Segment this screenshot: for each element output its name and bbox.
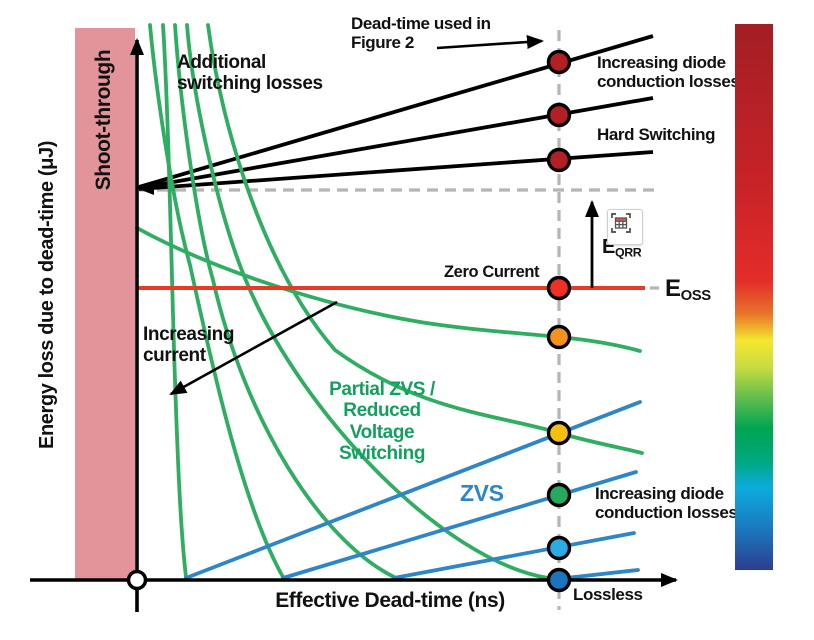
green-curve-2: [148, 23, 285, 579]
zvs-line-3: [392, 531, 636, 580]
green-curve-5: [206, 23, 644, 455]
table-capture-button[interactable]: [607, 209, 643, 245]
loss-level-colorbar: [735, 24, 773, 570]
increasing-current-arrow: [169, 300, 338, 396]
zero-current-label: Zero Current: [444, 263, 540, 281]
diode-losses-bottom-label: Increasing diode conduction losses: [595, 484, 738, 523]
partial-zvs-curves: [135, 23, 644, 580]
eoss-subscript: OSS: [680, 288, 712, 305]
x-axis-label: Effective Dead-time (ns): [275, 589, 505, 612]
hard-switching-label: Hard Switching: [597, 125, 716, 144]
table-capture-icon: [611, 213, 631, 233]
zvs-line-2: [281, 470, 638, 580]
green-curve-1: [161, 23, 188, 579]
marker-dot-green: [546, 482, 572, 508]
lossless-label: Lossless: [573, 585, 643, 604]
shoot-through-band: [75, 28, 135, 580]
marker-dot-darkblue: [546, 567, 572, 593]
y-axis-label: Energy loss due to dead-time (μJ): [35, 141, 58, 449]
marker-dot-darkred-1: [546, 49, 572, 75]
eoss-label: EOSS: [665, 275, 712, 305]
deadtime-note-arrow: [436, 35, 544, 50]
diode-losses-top-label: Increasing diode conduction losses: [597, 53, 740, 92]
marker-dot-red: [546, 275, 572, 301]
lines-convergence-wedge: [136, 181, 154, 195]
marker-dot-lightblue: [546, 535, 572, 561]
origin-marker: [126, 569, 148, 591]
marker-dot-darkred-3: [546, 147, 572, 173]
marker-dot-orange: [546, 324, 572, 350]
green-curve-6: [135, 226, 642, 353]
green-curve-4: [185, 23, 550, 580]
green-curve-3: [173, 23, 396, 579]
zvs-label: ZVS: [460, 480, 504, 506]
eoss-base: E: [665, 275, 681, 302]
deadtime-note-label: Dead-time used in Figure 2: [351, 14, 491, 53]
partial-zvs-label: Partial ZVS / Reduced Voltage Switching: [329, 379, 435, 464]
eqrr-subscript: QRR: [614, 245, 642, 260]
shoot-through-label: Shoot-through: [92, 49, 116, 191]
marker-dot-yellow: [546, 420, 572, 446]
marker-dot-darkred-2: [546, 102, 572, 128]
increasing-current-label: Increasing current: [143, 324, 235, 367]
deadtime-marker-dots: [546, 49, 572, 593]
additional-switching-losses-label: Additional switching losses: [177, 52, 323, 95]
